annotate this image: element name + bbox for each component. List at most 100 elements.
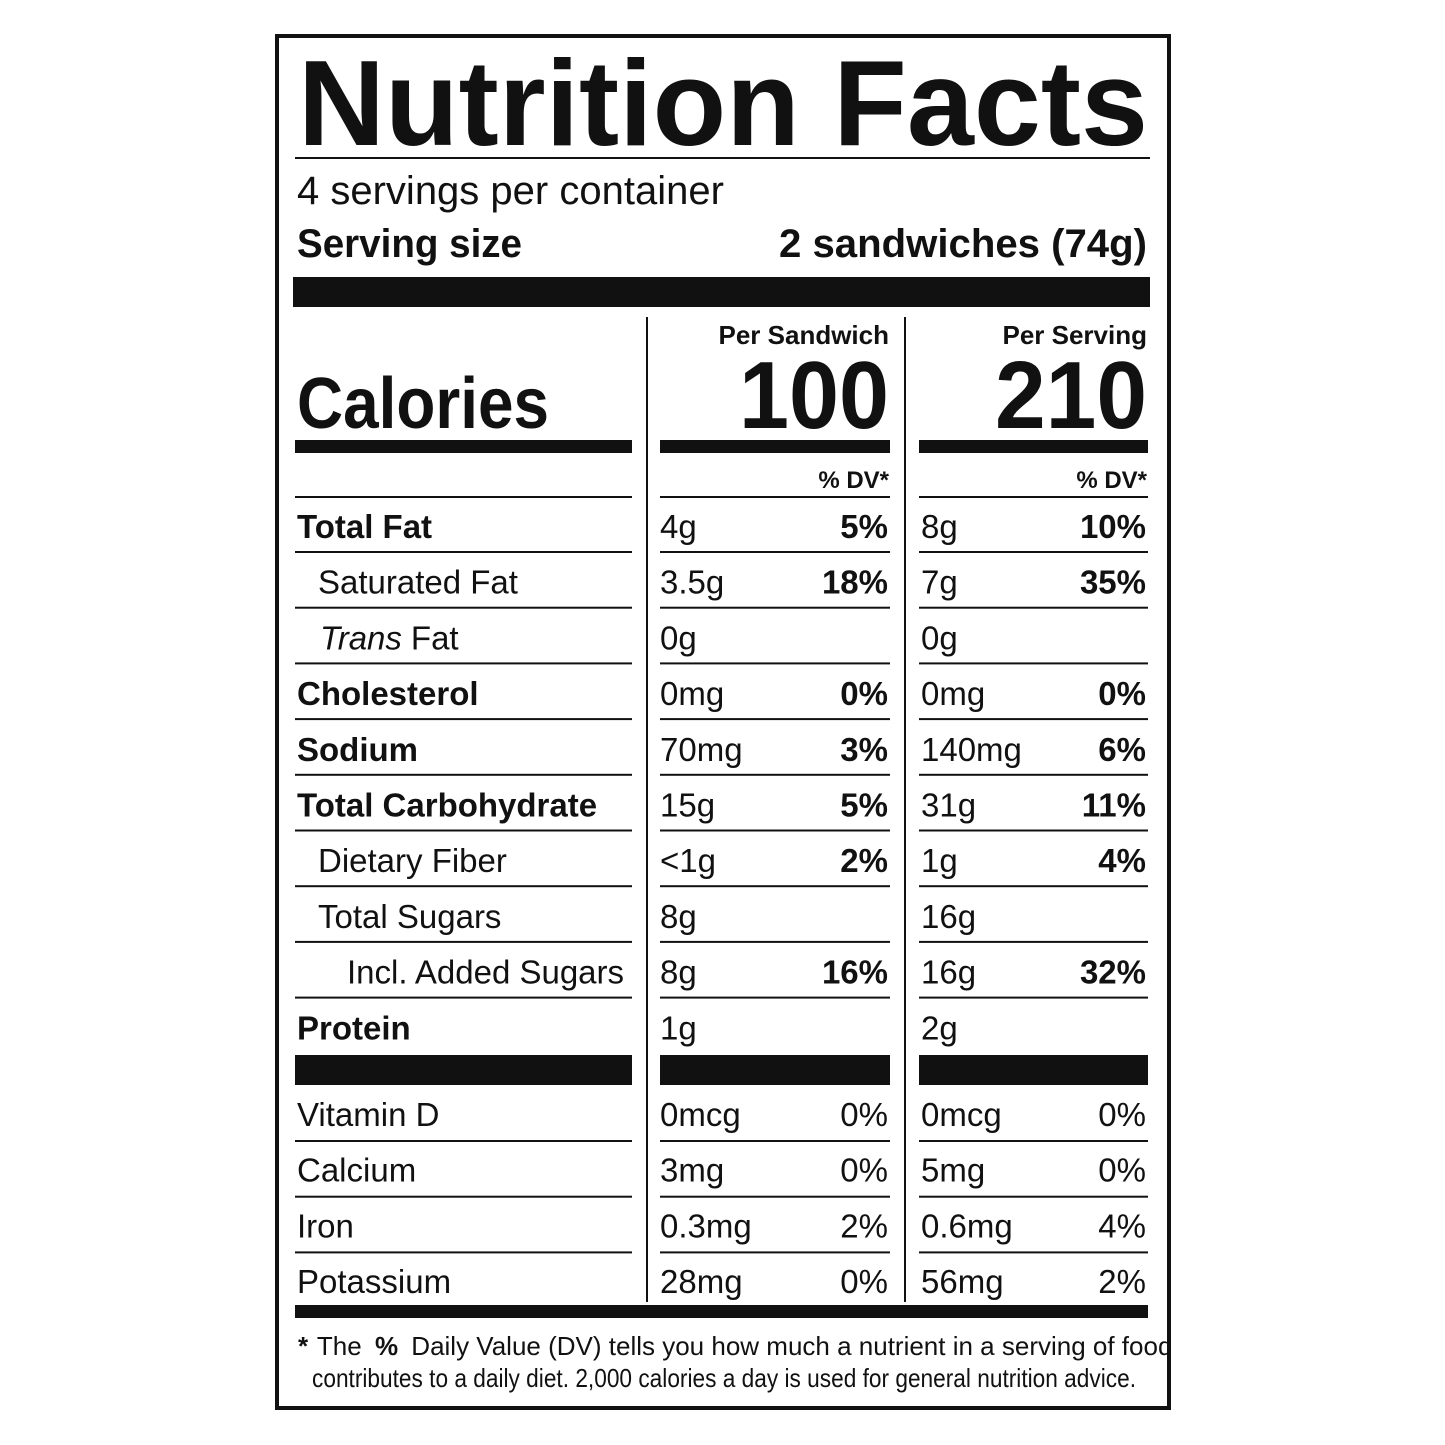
daily-value: 0% <box>840 1263 888 1300</box>
calories-label: Calories <box>297 364 549 444</box>
column-header: Per Serving <box>1002 320 1147 350</box>
amount: 56mg <box>921 1263 1004 1300</box>
amount: 5mg <box>921 1152 985 1189</box>
footnote-line: * The % Daily Value (DV) tells you how m… <box>298 1331 1172 1361</box>
daily-value: 16% <box>822 954 888 991</box>
daily-value: 4% <box>1098 1207 1146 1244</box>
column-header: Per Sandwich <box>719 320 890 350</box>
rule <box>295 606 632 609</box>
amount: 0mg <box>660 675 724 712</box>
amount: 8g <box>660 898 697 935</box>
rule <box>660 1251 890 1254</box>
daily-value: 18% <box>822 564 888 601</box>
nutrient-name: Fat <box>411 619 459 656</box>
rule <box>660 773 890 776</box>
daily-value: 0% <box>1098 1096 1146 1133</box>
rule <box>660 496 890 498</box>
footnote-percent: % <box>375 1331 398 1361</box>
rule <box>919 718 1148 721</box>
daily-value: 0% <box>1098 1152 1146 1189</box>
amount: 0g <box>660 619 697 656</box>
amount: 15g <box>660 787 715 824</box>
rule <box>660 1195 890 1198</box>
amount: 7g <box>921 564 958 601</box>
rule <box>660 940 890 943</box>
amount: 8g <box>660 954 697 991</box>
amount: 28mg <box>660 1263 743 1300</box>
daily-value: 5% <box>840 787 888 824</box>
dv-header: % DV* <box>818 467 889 494</box>
nutrient-name: Incl. Added Sugars <box>347 954 624 991</box>
footnote-text: The <box>317 1331 362 1361</box>
rule <box>295 551 632 553</box>
daily-value: 0% <box>1098 675 1146 712</box>
thick-bar <box>919 440 1148 453</box>
amount: 31g <box>921 787 976 824</box>
nutrient-name: Total Fat <box>297 508 432 545</box>
rule <box>919 551 1148 553</box>
servings: 4 servings per container <box>297 169 724 213</box>
amount: 0g <box>921 619 958 656</box>
daily-value: 6% <box>1098 731 1146 768</box>
amount: 8g <box>921 508 958 545</box>
nutrient-name: Trans Fat <box>320 619 459 656</box>
nutrient-name: Total Carbohydrate <box>297 787 597 824</box>
amount: 0mcg <box>660 1096 741 1133</box>
amount: 1g <box>660 1009 697 1046</box>
rule <box>660 996 890 999</box>
calories-value: 210 <box>995 342 1147 449</box>
label-border <box>275 34 1171 1410</box>
rule <box>295 940 632 943</box>
daily-value: 4% <box>1098 842 1146 879</box>
daily-value: 0% <box>840 1152 888 1189</box>
rule <box>295 1140 632 1142</box>
rule <box>919 885 1148 888</box>
nutrient-name: Sodium <box>297 731 418 768</box>
daily-value: 2% <box>840 1207 888 1244</box>
thick-bar <box>660 440 890 453</box>
amount: 3mg <box>660 1152 724 1189</box>
footnote-line: contributes to a daily diet. 2,000 calor… <box>312 1363 1136 1393</box>
rule <box>295 996 632 999</box>
rule <box>919 496 1148 498</box>
nutrient-name: Saturated Fat <box>318 564 518 601</box>
amount: 4g <box>660 508 697 545</box>
rule <box>660 551 890 553</box>
rule <box>919 773 1148 776</box>
rule <box>295 496 632 498</box>
nutrient-name: Cholesterol <box>297 675 479 712</box>
rule <box>295 773 632 776</box>
rule <box>660 829 890 832</box>
rule <box>919 1140 1148 1142</box>
rule <box>295 829 632 832</box>
amount: 16g <box>921 898 976 935</box>
amount: <1g <box>660 842 716 879</box>
dv-header: % DV* <box>1076 467 1147 494</box>
rule <box>295 718 632 721</box>
daily-value: 2% <box>1098 1263 1146 1300</box>
nutrient-name: Total Sugars <box>318 898 501 935</box>
daily-value: 35% <box>1080 564 1146 601</box>
rule <box>660 662 890 665</box>
title: Nutrition Facts <box>298 35 1148 171</box>
rule <box>919 606 1148 609</box>
rule <box>295 662 632 665</box>
amount: 0.6mg <box>921 1207 1013 1244</box>
thick-bar <box>919 1055 1148 1085</box>
daily-value: 3% <box>840 731 888 768</box>
daily-value: 32% <box>1080 954 1146 991</box>
rule <box>660 1140 890 1142</box>
amount: 2g <box>921 1009 958 1046</box>
rule <box>660 606 890 609</box>
rule <box>919 996 1148 999</box>
thick-bar <box>295 440 632 453</box>
column-divider <box>646 317 648 1302</box>
rule <box>919 829 1148 832</box>
amount: 3.5g <box>660 564 724 601</box>
amount: 0mcg <box>921 1096 1002 1133</box>
footnote-text: Daily Value (DV) tells you how much a nu… <box>411 1331 1172 1361</box>
daily-value: 5% <box>840 508 888 545</box>
rule <box>295 157 1150 159</box>
